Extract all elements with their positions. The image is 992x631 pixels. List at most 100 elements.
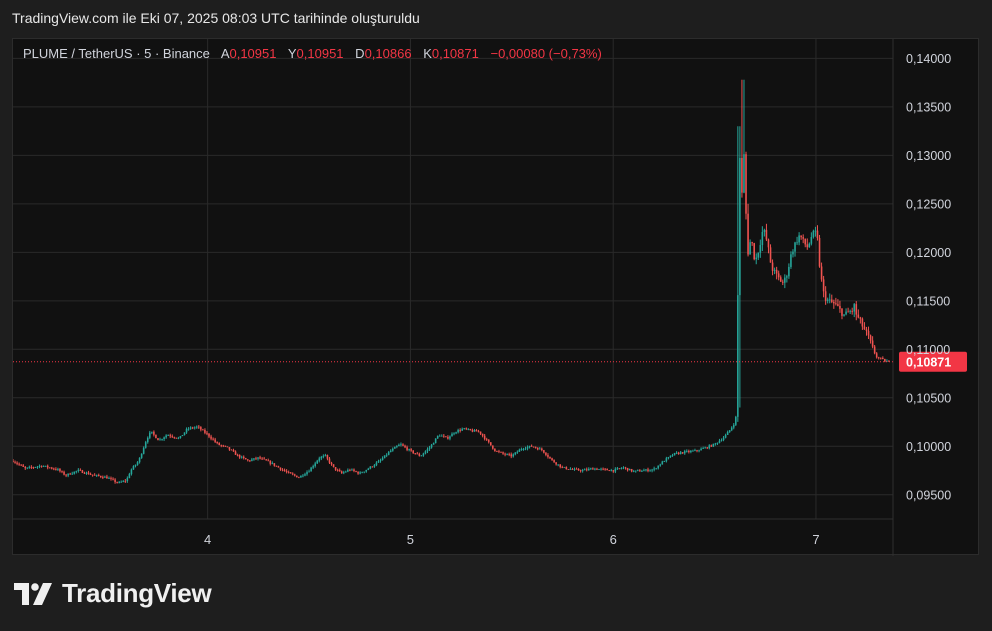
candle-body <box>598 469 600 470</box>
candle-body <box>628 468 631 471</box>
candle-body <box>371 466 374 468</box>
candle-body <box>673 452 676 456</box>
candle-body <box>551 458 553 461</box>
candle-body <box>696 450 698 451</box>
candle-body <box>449 436 451 439</box>
candle-body <box>845 311 847 315</box>
candle-body <box>414 453 417 454</box>
candle-body <box>751 242 753 244</box>
time-axis: 4 5 6 7 <box>204 532 820 547</box>
candle-body <box>506 454 508 455</box>
candle-body <box>128 474 131 479</box>
candles <box>13 79 890 484</box>
candle-body <box>193 427 196 429</box>
candle-body <box>314 463 316 467</box>
candle-body <box>473 430 476 432</box>
candle-body <box>455 432 457 434</box>
candle-body <box>50 467 53 469</box>
candle-body <box>304 474 306 476</box>
candle-body <box>326 455 329 459</box>
candle-body <box>279 467 282 470</box>
candle-body <box>481 433 484 436</box>
candle-body <box>737 295 739 417</box>
candle-body <box>234 451 237 455</box>
candle-body <box>332 464 335 468</box>
candle-body <box>686 450 688 452</box>
candle-body <box>416 453 419 455</box>
candle-body <box>471 430 474 432</box>
candle-body <box>824 291 827 301</box>
candle-body <box>871 340 874 347</box>
candle-body <box>763 229 766 232</box>
candle-body <box>345 471 347 473</box>
candle-body <box>690 450 692 453</box>
candle-body <box>561 466 564 468</box>
candle-body <box>208 433 210 437</box>
candle-body <box>520 449 523 450</box>
candle-body <box>477 431 480 433</box>
candle-body <box>487 439 490 443</box>
candle-body <box>502 452 504 454</box>
candle-body <box>373 465 376 467</box>
candle-body <box>134 464 137 467</box>
candle-body <box>467 429 470 430</box>
candle-body <box>837 304 839 306</box>
candle-body <box>187 428 190 430</box>
candle-body <box>420 455 423 457</box>
candle-body <box>541 448 543 451</box>
price-tick-label: 0,11500 <box>906 294 950 308</box>
candle-body <box>277 466 280 468</box>
candle-body <box>524 448 527 450</box>
candle-body <box>13 460 14 462</box>
candle-body <box>784 277 786 283</box>
time-tick-label: 5 <box>407 532 414 547</box>
candle-body <box>271 463 274 464</box>
candle-body <box>144 442 147 448</box>
candle-body <box>369 466 372 469</box>
candle-body <box>165 435 167 438</box>
candle-body <box>381 458 384 461</box>
candle-body <box>171 436 174 438</box>
candle-body <box>643 470 645 472</box>
tradingview-logo[interactable]: TradingView <box>14 578 212 609</box>
chart-area[interactable]: 0,10871 0,09500 0,10000 0,10500 0,11000 0,11… <box>12 38 980 556</box>
candle-body <box>865 329 868 331</box>
candle-body <box>228 447 231 450</box>
candle-body <box>122 480 125 482</box>
symbol-label[interactable]: PLUME / TetherUS · 5 · Binance <box>23 46 210 61</box>
candle-body <box>410 449 412 451</box>
candle-body <box>426 449 429 452</box>
candle-body <box>63 471 65 475</box>
candle-body <box>573 468 576 470</box>
candle-body <box>110 478 112 479</box>
candle-body <box>140 453 143 458</box>
candle-body <box>671 455 674 457</box>
candle-body <box>567 469 570 470</box>
candle-body <box>136 462 139 465</box>
candle-body <box>806 244 809 248</box>
candle-body <box>330 462 333 465</box>
candle-body <box>534 447 537 448</box>
candle-body <box>334 467 337 470</box>
candle-body <box>32 467 35 469</box>
price-chart[interactable]: 0,10871 0,09500 0,10000 0,10500 0,11000 0,11… <box>13 39 980 556</box>
candle-body <box>65 474 67 476</box>
candle-body <box>665 458 668 462</box>
candle-body <box>841 308 843 316</box>
candle-body <box>859 317 862 319</box>
candle-body <box>861 318 864 327</box>
candle-body <box>220 445 223 446</box>
candle-body <box>396 446 398 448</box>
candle-body <box>822 279 825 292</box>
candle-body <box>461 428 464 431</box>
candle-body <box>489 442 492 446</box>
candle-body <box>430 444 433 448</box>
candle-body <box>312 466 314 468</box>
candle-body <box>116 482 118 483</box>
candle-body <box>91 474 94 476</box>
candle-body <box>624 467 627 469</box>
candle-body <box>257 457 259 459</box>
candle-body <box>514 452 517 455</box>
candle-body <box>320 456 323 459</box>
candle-body <box>428 447 431 450</box>
